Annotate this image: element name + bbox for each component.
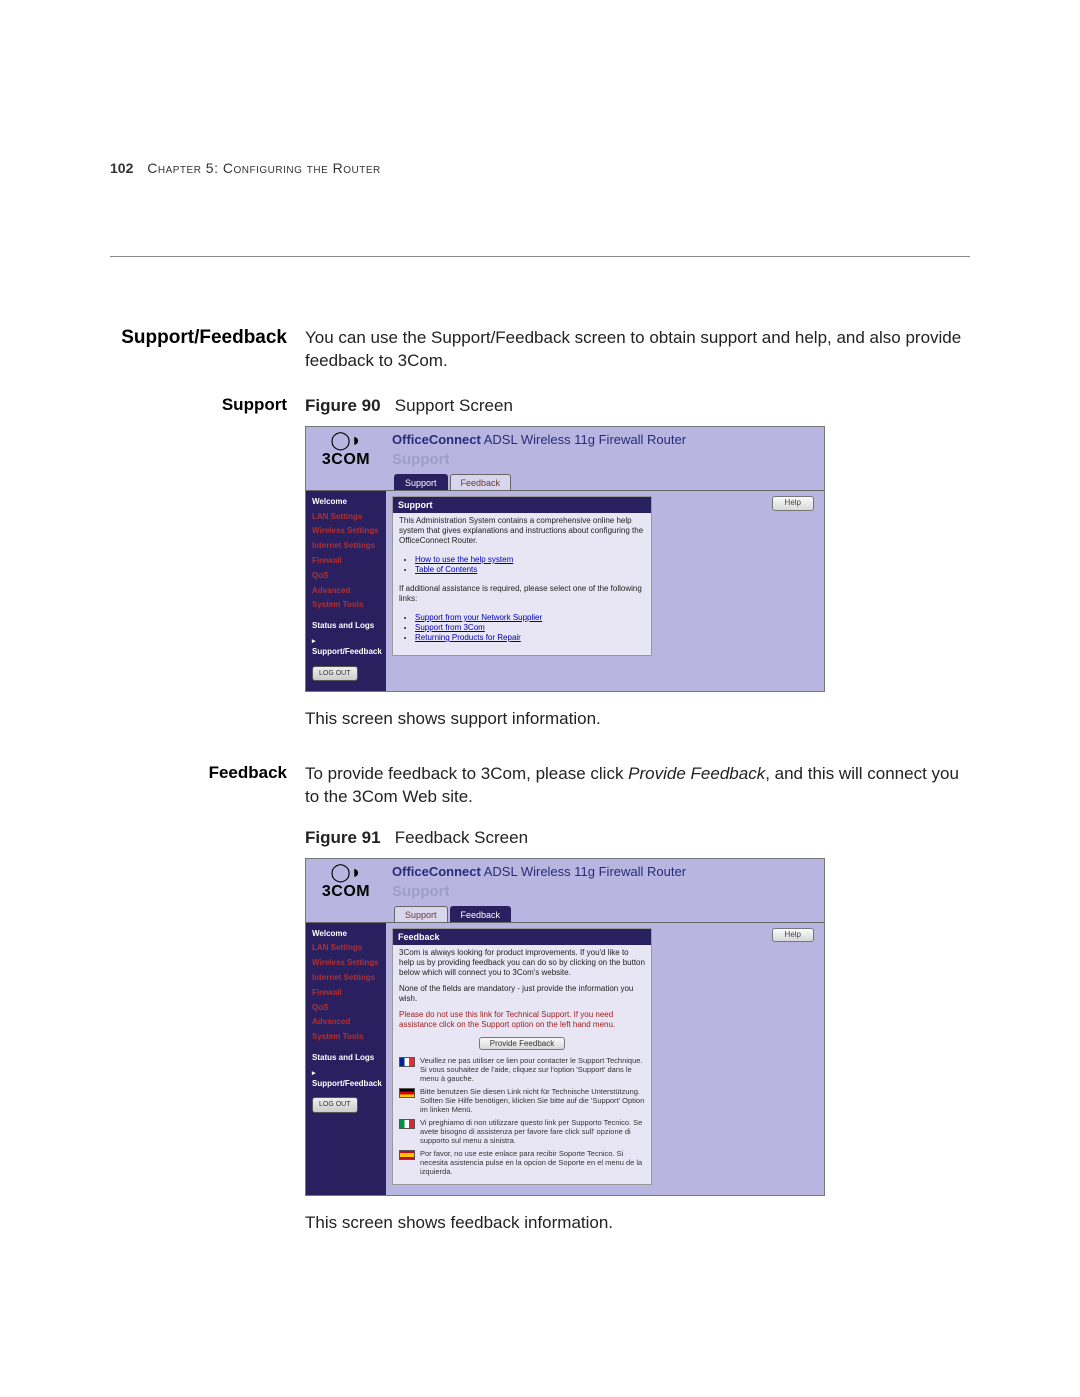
tab-support[interactable]: Support [394, 474, 448, 490]
link-3com[interactable]: Support from 3Com [415, 623, 485, 632]
sidebar: Welcome LAN Settings Wireless Settings I… [306, 491, 386, 691]
sidebar-item-support-feedback-2[interactable]: Support/Feedback [310, 1066, 382, 1092]
figure-label-90: Figure 90 [305, 396, 381, 415]
figure-label-91: Figure 91 [305, 828, 381, 847]
flag-fr-icon [399, 1057, 415, 1067]
figure-90-screenshot: ◯◗ 3COM OfficeConnect ADSL Wireless 11g … [305, 426, 825, 692]
feedback-p2: None of the fields are mandatory - just … [393, 981, 651, 1007]
divider [110, 256, 970, 257]
sidebar-item-firewall-2[interactable]: Firewall [310, 986, 382, 1001]
sidebar-item-firewall[interactable]: Firewall [310, 554, 382, 569]
sidebar-item-lan-2[interactable]: LAN Settings [310, 941, 382, 956]
sidebar-item-welcome[interactable]: Welcome [310, 495, 382, 510]
logo-3com: ◯◗ 3COM [306, 427, 386, 490]
logo-3com-2: ◯◗ 3COM [306, 859, 386, 922]
logout-button[interactable]: LOG OUT [312, 666, 358, 681]
sidebar-item-lan[interactable]: LAN Settings [310, 510, 382, 525]
sidebar-item-qos-2[interactable]: QoS [310, 1001, 382, 1016]
help-button[interactable]: Help [772, 496, 814, 511]
section-label-support: Support [110, 395, 305, 731]
help-button-2[interactable]: Help [772, 928, 814, 943]
product-title: OfficeConnect ADSL Wireless 11g Firewall… [392, 431, 818, 449]
logo-swirl-icon-2: ◯◗ [306, 863, 386, 881]
figure-title-91: Feedback Screen [395, 828, 528, 847]
tab-feedback-2[interactable]: Feedback [450, 906, 512, 922]
sidebar-item-internet[interactable]: Internet Settings [310, 539, 382, 554]
page-subtitle: Support [392, 450, 818, 470]
sidebar-item-system[interactable]: System Tools [310, 598, 382, 613]
support-intro: This Administration System contains a co… [393, 513, 651, 549]
sidebar-item-advanced[interactable]: Advanced [310, 584, 382, 599]
figure-90-caption: This screen shows support information. [305, 708, 970, 731]
logo-swirl-icon: ◯◗ [306, 431, 386, 449]
sidebar-2: Welcome LAN Settings Wireless Settings I… [306, 923, 386, 1195]
sidebar-item-advanced-2[interactable]: Advanced [310, 1015, 382, 1030]
flag-de-icon [399, 1088, 415, 1098]
feedback-body: To provide feedback to 3Com, please clic… [305, 763, 970, 809]
logout-button-2[interactable]: LOG OUT [312, 1097, 358, 1112]
flag-it-icon [399, 1119, 415, 1129]
sidebar-item-system-2[interactable]: System Tools [310, 1030, 382, 1045]
page-header: 102 Chapter 5: Configuring the Router [110, 160, 970, 176]
page-subtitle-2: Support [392, 882, 818, 902]
sidebar-item-wireless[interactable]: Wireless Settings [310, 524, 382, 539]
sidebar-item-welcome-2[interactable]: Welcome [310, 927, 382, 942]
sidebar-item-internet-2[interactable]: Internet Settings [310, 971, 382, 986]
sidebar-item-support-feedback[interactable]: Support/Feedback [310, 634, 382, 660]
sidebar-item-status-2[interactable]: Status and Logs [310, 1051, 382, 1066]
feedback-p1: 3Com is always looking for product impro… [393, 945, 651, 981]
figure-91-caption: This screen shows feedback information. [305, 1212, 970, 1235]
feedback-panel: Feedback 3Com is always looking for prod… [392, 928, 652, 1185]
note-es: Por favor, no use este enlace para recib… [393, 1147, 651, 1178]
support-assist: If additional assistance is required, pl… [393, 581, 651, 607]
link-howto[interactable]: How to use the help system [415, 555, 513, 564]
support-panel-header: Support [393, 497, 651, 513]
section-label-support-feedback: Support/Feedback [110, 327, 305, 373]
link-toc[interactable]: Table of Contents [415, 565, 477, 574]
sidebar-item-status[interactable]: Status and Logs [310, 619, 382, 634]
figure-91-screenshot: ◯◗ 3COM OfficeConnect ADSL Wireless 11g … [305, 858, 825, 1196]
feedback-p3: Please do not use this link for Technica… [393, 1007, 651, 1033]
section-label-feedback: Feedback [110, 763, 305, 1235]
note-it: Vi preghiamo di non utilizzare questo li… [393, 1116, 651, 1147]
provide-feedback-button[interactable]: Provide Feedback [479, 1037, 565, 1050]
flag-es-icon [399, 1150, 415, 1160]
support-panel: Support This Administration System conta… [392, 496, 652, 656]
chapter-title: Chapter 5: Configuring the Router [147, 160, 381, 176]
link-supplier[interactable]: Support from your Network Supplier [415, 613, 542, 622]
product-title-2: OfficeConnect ADSL Wireless 11g Firewall… [392, 863, 818, 881]
tab-support-2[interactable]: Support [394, 906, 448, 922]
figure-title-90 [385, 396, 394, 415]
feedback-panel-header: Feedback [393, 929, 651, 945]
note-de: Bitte benutzen Sie diesen Link nicht für… [393, 1085, 651, 1116]
link-repair[interactable]: Returning Products for Repair [415, 633, 521, 642]
note-fr: Veuillez ne pas utiliser ce lien pour co… [393, 1054, 651, 1085]
section-body-support-feedback: You can use the Support/Feedback screen … [305, 327, 970, 373]
page-number: 102 [110, 160, 133, 176]
sidebar-item-qos[interactable]: QoS [310, 569, 382, 584]
tab-feedback[interactable]: Feedback [450, 474, 512, 490]
sidebar-item-wireless-2[interactable]: Wireless Settings [310, 956, 382, 971]
